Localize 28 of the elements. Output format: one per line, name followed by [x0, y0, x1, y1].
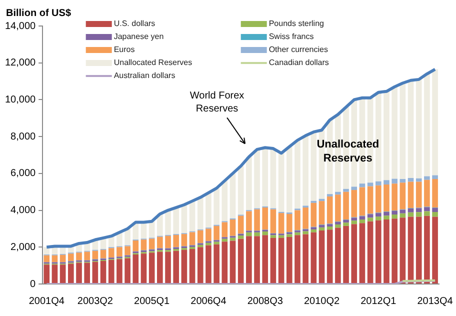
x-tick-label: 2013Q4 [417, 296, 454, 307]
x-tick-label: 2006Q4 [190, 296, 227, 307]
y-tick-label: 10,000 [4, 94, 36, 106]
annotation: Unallocated Reserves [316, 138, 380, 165]
x-tick-label: 2001Q4 [28, 296, 65, 307]
legend-label: Canadian dollars [268, 58, 329, 68]
legend-label: Euros [114, 45, 135, 54]
y-tick-label: 6,000 [10, 168, 36, 180]
x-tick-label: 2012Q1 [360, 296, 397, 307]
x-tick-label: 2008Q3 [247, 296, 284, 307]
legend-label: Australian dollars [114, 71, 176, 80]
x-tick-label: 2003Q2 [77, 296, 114, 307]
y-tick-label: 8,000 [10, 131, 36, 142]
legend-label: Other currencies [268, 45, 328, 54]
y-tick-label: 2,000 [10, 242, 36, 253]
annotation: World Forex Reserves [190, 90, 244, 114]
x-tick-label: 2010Q2 [304, 296, 340, 307]
y-axis-title: Billion of US$ [6, 8, 72, 19]
legend-label: Pounds sterling [268, 19, 324, 28]
legend-label: Japanese yen [114, 32, 164, 42]
x-tick-label: 2005Q1 [134, 296, 170, 307]
y-tick-label: 4,000 [10, 205, 36, 216]
y-tick-label: 0 [30, 278, 36, 290]
y-tick-label: 14,000 [4, 20, 36, 32]
legend-label: U.S. dollars [114, 19, 156, 28]
legend-label: Swiss francs [268, 32, 314, 42]
y-tick-label: 12,000 [4, 58, 36, 69]
legend-label: Unallocated Reserves [114, 58, 192, 68]
